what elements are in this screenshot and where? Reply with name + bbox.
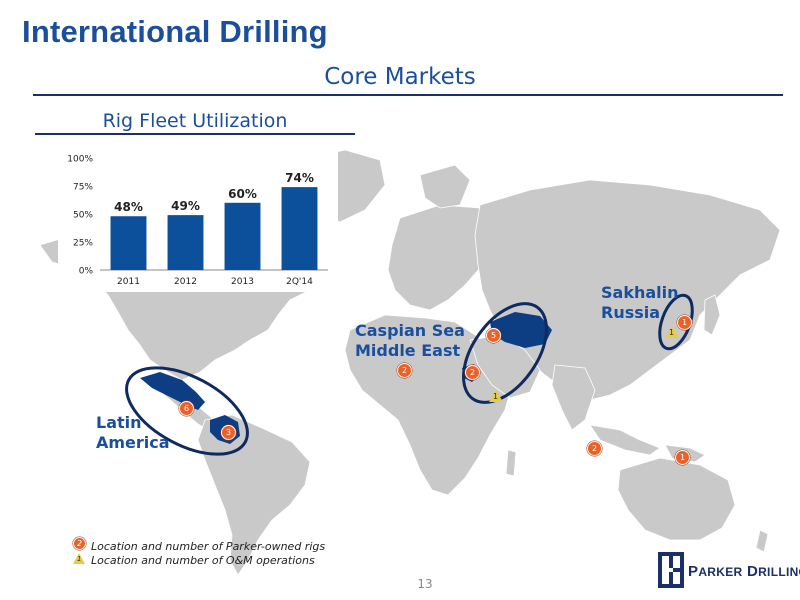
sakhalin-line2: Russia <box>601 303 661 322</box>
om-sakhalin-count: 1 <box>669 328 675 337</box>
chart-data-labels: 48% 49% 60% 74% <box>114 171 314 214</box>
india-land <box>551 364 596 431</box>
rig-marker-mexico[interactable]: 6 <box>179 401 194 416</box>
legend-rigs-text: Location and number of Parker-owned rigs <box>91 540 326 553</box>
new-zealand-land <box>755 529 769 553</box>
logo-text: PARKER DRILLING <box>688 563 800 580</box>
om-middle-east-count: 1 <box>493 392 499 401</box>
subtitle-rule <box>33 94 783 96</box>
region-label-sakhalin: Sakhalin Russia <box>601 283 679 323</box>
caspian-line1: Caspian Sea <box>355 321 465 340</box>
data-label: 48% <box>114 200 143 214</box>
latin-america-ellipse <box>125 366 249 456</box>
region-label-caspian: Caspian Sea Middle East <box>355 321 465 361</box>
page-number: 13 <box>417 577 433 591</box>
y-tick-label: 75% <box>73 183 93 193</box>
page-title: International Drilling <box>22 14 328 49</box>
bar-2Q'14 <box>281 187 318 270</box>
data-label: 60% <box>228 187 257 201</box>
x-tick-label: 2Q'14 <box>286 277 313 287</box>
y-tick-label: 50% <box>73 211 93 221</box>
legend-om-marker: 1 <box>73 553 85 564</box>
madagascar-land <box>505 449 517 477</box>
rig-marker-north-africa[interactable]: 2 <box>397 363 412 378</box>
rig-marker-kazakhstan[interactable]: 5 <box>486 328 501 343</box>
legend-om-count: 1 <box>77 555 82 563</box>
om-marker-sakhalin[interactable]: 1 <box>665 326 679 338</box>
parker-logo-icon <box>658 552 684 588</box>
y-tick-label: 25% <box>73 239 93 249</box>
legend-rig-marker: 2 <box>73 537 86 550</box>
x-tick-label: 2013 <box>231 277 254 287</box>
rig-marker-colombia[interactable]: 3 <box>221 425 236 440</box>
japan-land <box>703 294 721 336</box>
bar-2013 <box>224 202 261 270</box>
legend-om-text: Location and number of O&M operations <box>91 554 315 567</box>
rig-marker-middle-east[interactable]: 2 <box>465 365 480 380</box>
logo-wordmark: PARKER DRILLING <box>688 563 800 580</box>
sakhalin-line1: Sakhalin <box>601 283 679 302</box>
latin-america-line1: Latin <box>96 413 142 432</box>
chart-bars <box>110 187 318 270</box>
x-tick-label: 2011 <box>117 277 140 287</box>
chart-x-axis: 2011 2012 2013 2Q'14 <box>117 277 313 287</box>
om-marker-middle-east[interactable]: 1 <box>489 390 503 402</box>
bar-2011 <box>110 216 147 270</box>
x-tick-label: 2012 <box>174 277 197 287</box>
kazakhstan-highlight <box>490 312 552 348</box>
data-label: 74% <box>285 171 314 185</box>
africa-land <box>344 314 513 496</box>
data-label: 49% <box>171 199 200 213</box>
y-tick-label: 100% <box>67 155 93 165</box>
rig-marker-indonesia[interactable]: 2 <box>587 441 602 456</box>
bar-2012 <box>167 215 204 270</box>
rig-marker-png[interactable]: 1 <box>675 450 690 465</box>
chart-title: Rig Fleet Utilization <box>102 110 288 132</box>
region-label-latin-america: Latin America <box>96 413 170 453</box>
rig-marker-sakhalin[interactable]: 1 <box>677 315 692 330</box>
australia-land <box>617 457 736 541</box>
caspian-line2: Middle East <box>355 341 461 360</box>
indonesia-land <box>589 424 661 456</box>
scandinavia-land <box>419 164 471 209</box>
chart-title-rule <box>35 133 355 135</box>
page-subtitle: Core Markets <box>324 64 476 90</box>
caspian-ellipse <box>462 302 548 404</box>
latin-america-line2: America <box>96 433 170 452</box>
mexico-highlight <box>140 372 205 410</box>
y-tick-label: 0% <box>79 267 94 277</box>
